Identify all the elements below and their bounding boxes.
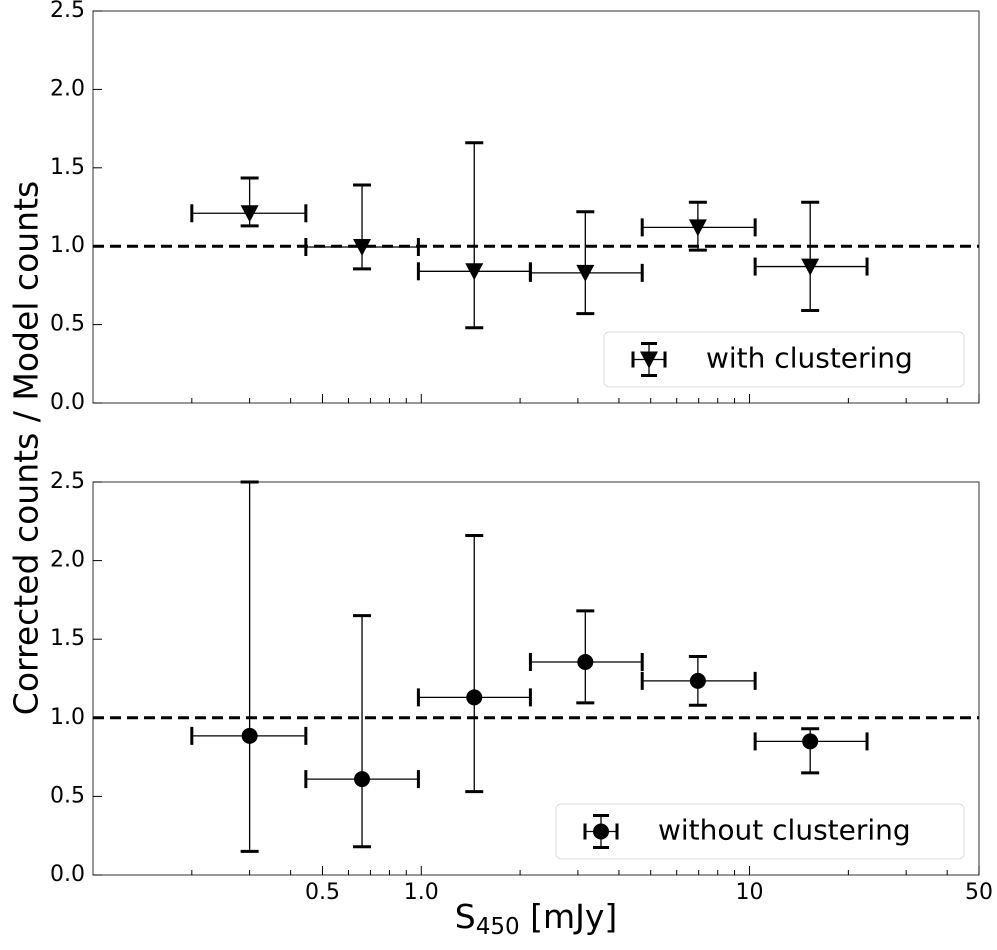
y-tick-label: 0.0	[50, 390, 85, 415]
data-point	[354, 771, 371, 788]
data-point	[802, 733, 819, 750]
y-tick-label: 1.0	[50, 705, 85, 730]
x-tick-label: 1.0	[404, 880, 439, 905]
x-tick-label: 50	[965, 880, 993, 905]
y-tick-label: 1.5	[50, 155, 85, 180]
x-axis-label: S450 [mJy]	[455, 897, 618, 940]
data-point	[689, 672, 706, 689]
y-tick-label: 1.0	[50, 233, 85, 258]
data-point	[577, 653, 594, 670]
y-tick-label: 0.5	[50, 312, 85, 337]
data-point	[688, 219, 707, 237]
y-tick-label: 2.0	[50, 76, 85, 101]
x-tick-label: 0.5	[305, 880, 340, 905]
legend-marker	[593, 823, 609, 840]
legend-box	[555, 803, 965, 860]
data-point	[241, 727, 258, 744]
data-point	[353, 238, 372, 256]
legend-box	[603, 331, 965, 388]
y-tick-label: 1.5	[50, 626, 85, 651]
legend-marker	[640, 351, 658, 369]
data-point	[240, 205, 259, 223]
y-tick-label: 2.5	[50, 0, 85, 23]
y-tick-label: 0.5	[50, 783, 85, 808]
data-point	[465, 263, 484, 281]
legend-label: without clustering	[658, 814, 911, 847]
y-tick-label: 2.5	[50, 469, 85, 494]
data-point	[801, 258, 820, 276]
y-axis-label: Corrected counts / Model counts	[7, 181, 46, 715]
legend-label: with clustering	[706, 342, 913, 375]
plot-frame	[92, 10, 980, 404]
x-axis-label-sub: 450	[476, 914, 520, 940]
x-axis-label-main: S	[455, 897, 476, 936]
data-point	[576, 264, 595, 282]
x-tick-label: 10	[736, 880, 764, 905]
data-point	[466, 689, 483, 706]
plot-frame	[92, 481, 980, 876]
y-tick-label: 0.0	[50, 862, 85, 887]
y-tick-label: 2.0	[50, 548, 85, 573]
x-axis-label-unit: [mJy]	[520, 897, 618, 936]
